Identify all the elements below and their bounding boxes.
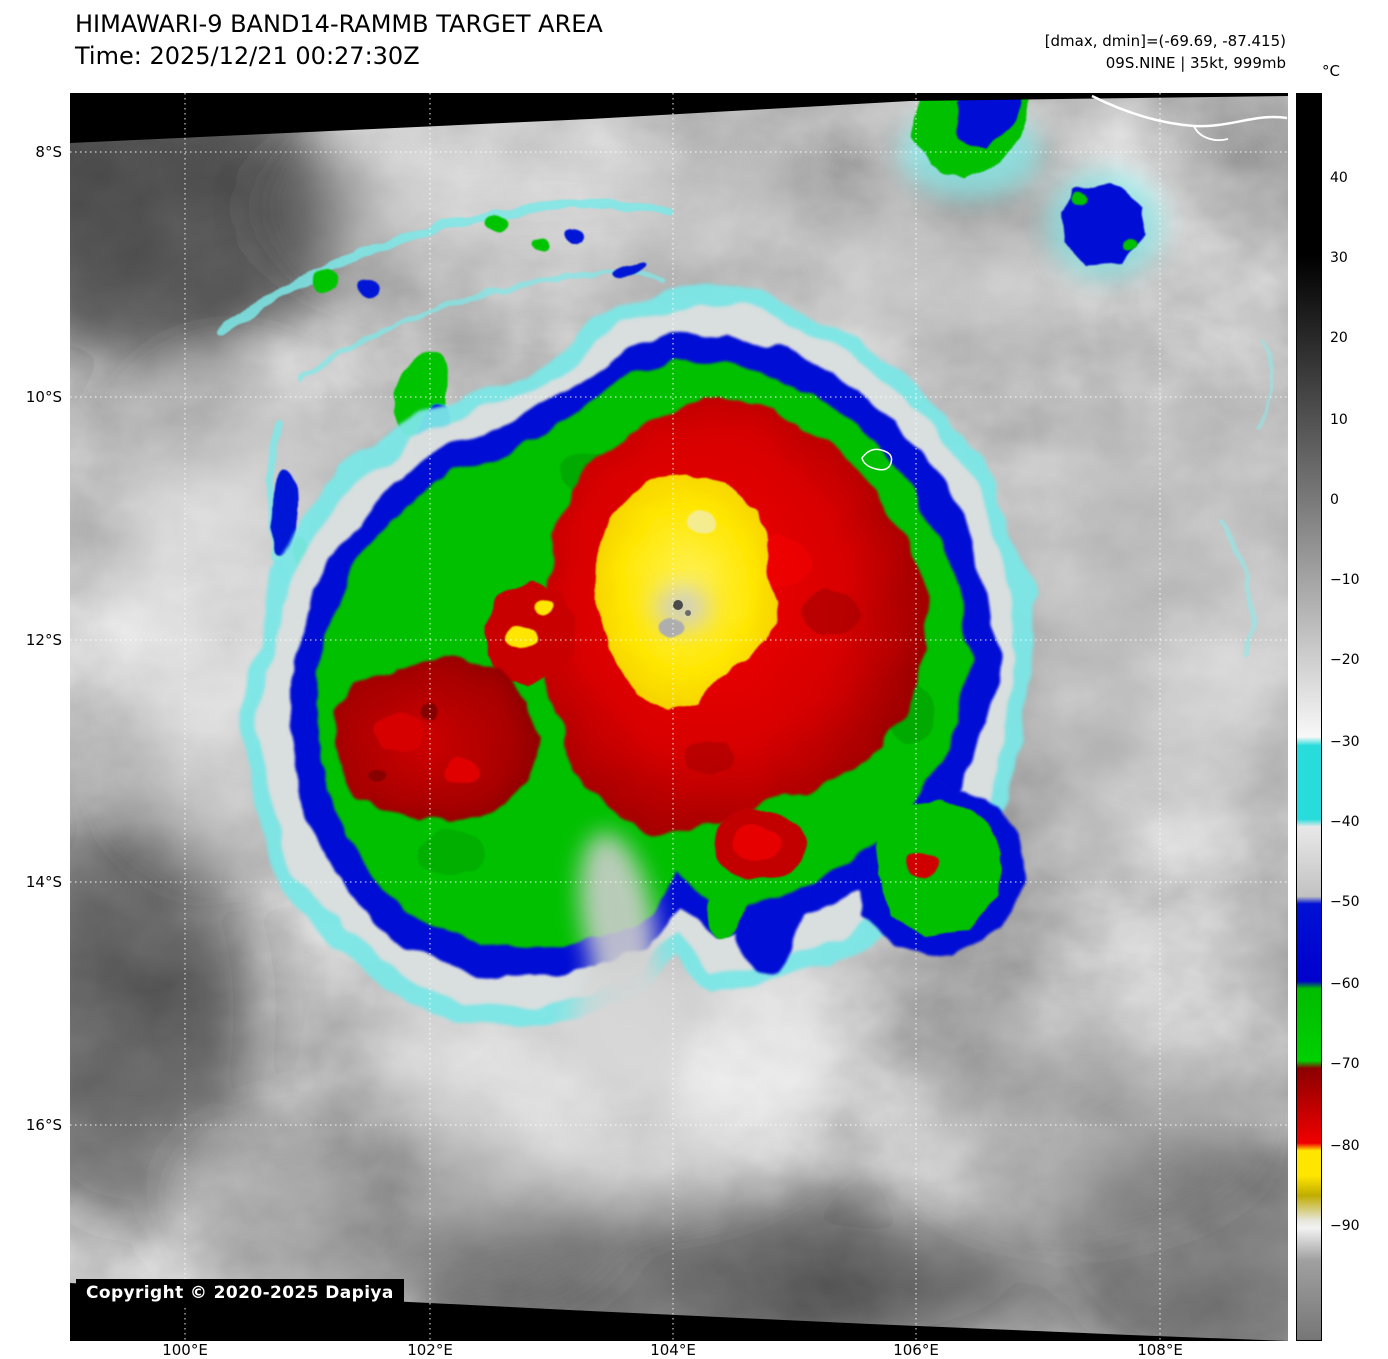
storm-cold-cloud-shield [248, 289, 1040, 1083]
coastline [861, 94, 1288, 471]
gridlines [70, 93, 1288, 1341]
lon-label: 100°E [162, 1341, 208, 1359]
lat-label: 8°S [35, 143, 62, 161]
colorbar-tick: −20 [1330, 652, 1360, 668]
page-title: HIMAWARI-9 BAND14-RAMMB TARGET AREA [75, 10, 603, 38]
colorbar-tick: −90 [1330, 1218, 1360, 1234]
lat-label: 14°S [25, 873, 62, 891]
colorbar-tick: −80 [1330, 1138, 1360, 1154]
lon-label: 102°E [407, 1341, 453, 1359]
lat-label: 10°S [25, 388, 62, 406]
header-right: [dmax, dmin]=(-69.69, -87.415) 09S.NINE … [1045, 30, 1286, 74]
satellite-scene [70, 93, 1288, 1341]
colorbar-tick: −60 [1330, 976, 1360, 992]
lon-label: 104°E [650, 1341, 696, 1359]
northeast-patches [900, 93, 1163, 279]
copyright-badge: Copyright © 2020-2025 Dapiya [76, 1279, 404, 1307]
colorbar-tick: −10 [1330, 572, 1360, 588]
colorbar-tick: 20 [1330, 330, 1348, 346]
colorbar-unit-label: °C [1322, 62, 1340, 80]
storm-info: 09S.NINE | 35kt, 999mb [1105, 54, 1286, 72]
colorbar-tick: −30 [1330, 734, 1360, 750]
scan-edge-bottom [70, 1283, 1288, 1341]
colorbar-tick: 10 [1330, 412, 1348, 428]
colorbar-tick: −70 [1330, 1056, 1360, 1072]
header-left: HIMAWARI-9 BAND14-RAMMB TARGET AREA Time… [75, 8, 603, 72]
lat-label: 16°S [25, 1116, 62, 1134]
satellite-image: Copyright © 2020-2025 Dapiya [70, 93, 1288, 1341]
timestamp: Time: 2025/12/21 00:27:30Z [75, 42, 420, 70]
lat-label: 12°S [25, 631, 62, 649]
scan-edge-top [70, 93, 1288, 143]
colorbar-tick: 40 [1330, 170, 1348, 186]
colorbar-tick: 0 [1330, 492, 1339, 508]
colorbar-tick: −50 [1330, 894, 1360, 910]
dmax-dmin-readout: [dmax, dmin]=(-69.69, -87.415) [1044, 32, 1286, 50]
colorbar-tick: 30 [1330, 250, 1348, 266]
lon-label: 108°E [1137, 1341, 1183, 1359]
colorbar-tick: −40 [1330, 814, 1360, 830]
colorbar [1296, 93, 1322, 1341]
lon-label: 106°E [893, 1341, 939, 1359]
